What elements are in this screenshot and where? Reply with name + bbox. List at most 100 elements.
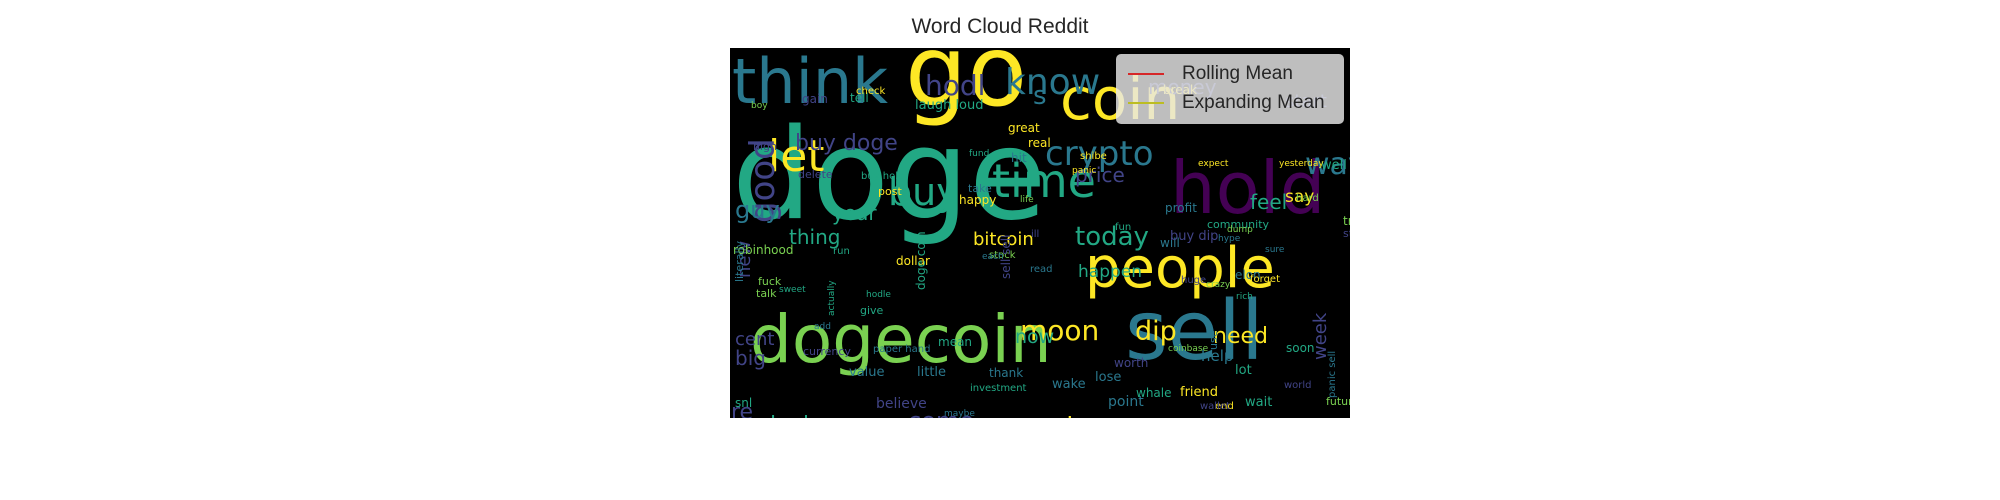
word-end: end [1215,400,1234,412]
figure-title: Word Cloud Reddit [911,15,1089,38]
word-run: run [833,245,850,257]
word-rich: rich [1236,291,1253,302]
word-lot: lot [1235,363,1252,379]
word-forget: forget [1250,273,1280,285]
word-boy: boy [751,100,768,111]
legend-entry-expanding-mean: Expanding Mean [1116,89,1344,119]
word-sure: sure [1265,244,1285,255]
word-community: community [1207,217,1270,231]
word-hodle: hodle [866,289,891,300]
word-panic-sell: panic sell [1327,350,1338,398]
word-look: look [770,414,816,418]
word-go: go [905,48,1028,129]
word-soon: soon [1286,340,1315,355]
word-whale: whale [1136,385,1172,400]
word-hit: hit [1011,150,1027,165]
word-happy: happy [959,192,997,207]
word-happen: happen [1078,262,1143,283]
word-try: try [1343,213,1350,228]
word-literally: literally [733,240,746,282]
word-let: let [768,130,825,182]
word-doge: doge [732,101,1047,249]
word-laugh-loud: laugh loud [915,98,984,114]
word-price: price [1075,162,1125,187]
word-fund: fund [969,148,990,159]
word-dollar: dollar [896,253,930,268]
word-help: help [1201,347,1234,366]
word-coinbase: coinbase [1168,343,1209,354]
word-paper-hand: paper hand [873,343,931,355]
word-stock: stock [989,249,1016,261]
word-hard: hard [1296,192,1319,204]
word-hype: hype [1218,233,1241,244]
word-gain: gain [802,91,828,106]
word-fuck: fuck [758,274,782,288]
word-investment: investment [970,382,1027,394]
word-currency: currency [803,344,851,358]
legend-line-rolling-mean [1128,73,1164,75]
word-take: take [968,181,992,195]
word-want: want [1017,413,1076,418]
word-friend: friend [1180,385,1219,401]
word-ill: ill [1031,228,1040,240]
word-point: point [1108,394,1144,411]
word-check: check [856,85,886,97]
word-dip: dip [1135,316,1177,348]
word-buy: buy [888,170,959,215]
word-use: use [1207,330,1220,350]
word-will: will [1160,235,1180,250]
word-believe: believe [876,396,927,413]
word-delete: delete [798,167,833,181]
word-crypto: crypto [1045,133,1154,174]
word-sell: sell [1125,283,1264,379]
word-bitcoin: bitcoin [973,229,1034,251]
word-tell: tell [850,90,869,105]
word-real: real [1028,135,1051,150]
legend-label-rolling-mean: Rolling Mean [1182,63,1293,84]
word-dump: dump [1227,224,1253,235]
legend-entry-rolling-mean: Rolling Mean [1116,60,1344,90]
word-come: come [908,409,974,418]
word-big: big [735,345,766,370]
word-crazy: crazy [1206,279,1231,290]
word-little: little [917,365,947,381]
word-hodl: hodl [925,69,986,103]
word-buy-dip: buy dip [1170,229,1219,245]
word-say: say [1285,187,1315,208]
word-cent: cent [735,329,775,351]
word-talk: talk [756,286,777,300]
word-today: today [1075,222,1149,253]
word-thank: thank [989,365,1024,380]
legend-label-expanding-mean: Expanding Mean [1182,92,1325,113]
word-high: high [753,139,777,153]
word-shibe: shibe [1080,150,1107,162]
word-wait: wait [1245,395,1273,411]
word-each: each [982,251,1004,262]
word-elon: elon [1235,267,1261,282]
word-know: know [1005,61,1101,103]
word-future: future [1326,394,1350,408]
word-doge-coin: doge coin [914,231,928,290]
word-read: read [1030,263,1053,275]
word-lose: lose [1095,370,1122,386]
word-expect: expect [1198,158,1229,169]
word-now: now [1015,325,1055,348]
word-fun: fun [1115,221,1132,233]
word-life: life [1020,194,1034,205]
word-way: way [1305,147,1350,183]
word-snl: snl [735,395,753,410]
word-dogecoin: dogecoin [750,301,1052,379]
word-stop: stop [1343,226,1350,240]
word-maybe: maybe [944,408,975,418]
word-value: value [849,365,885,381]
legend: Rolling Mean Expanding Mean [1116,54,1344,124]
word-re: re [731,399,754,418]
word-mean: mean [938,334,973,349]
word-people: people [1085,236,1275,302]
word-buy-doge: buy doge [795,130,898,156]
word-worth: worth [1114,355,1149,370]
legend-line-expanding-mean [1128,102,1164,104]
word-guy: guy [735,195,780,224]
word-panic: panic [1072,165,1097,176]
word-year: year [832,200,877,225]
